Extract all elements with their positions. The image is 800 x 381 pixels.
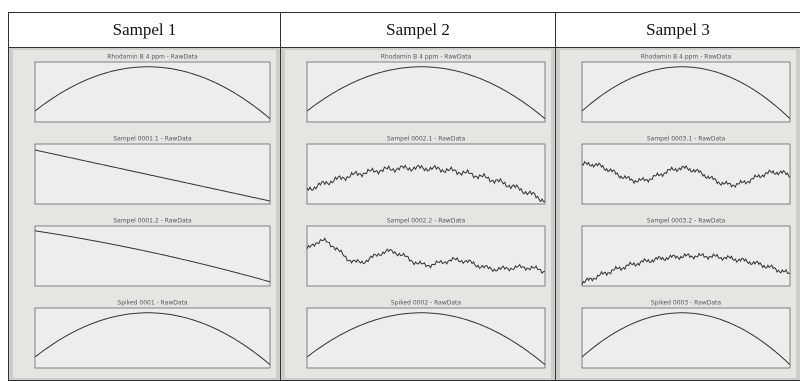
plot-title: Spiked 0002 - RawData bbox=[391, 300, 461, 307]
plot-title: Sampel 0002.1 - RawData bbox=[387, 136, 466, 143]
plot-title: Rhodamin B 4 ppm - RawData bbox=[381, 54, 472, 61]
plot-frame bbox=[35, 308, 270, 368]
header-cell: Sampel 2 bbox=[281, 13, 556, 48]
plot-title: Sampel 0003.2 - RawData bbox=[647, 218, 726, 225]
header-cell: Sampel 1 bbox=[9, 13, 281, 48]
printout-photo: Rhodamin B 4 ppm - RawData Sampel 0002.1 … bbox=[281, 48, 555, 380]
image-row: Rhodamin B 4 ppm - RawData Sampel 0001.1 … bbox=[9, 48, 800, 381]
plot-frame bbox=[35, 144, 270, 204]
plot-title: Rhodamin B 4 ppm - RawData bbox=[641, 54, 732, 61]
plot-frame bbox=[307, 226, 545, 286]
plot-frame bbox=[582, 308, 790, 368]
plot-title: Rhodamin B 4 ppm - RawData bbox=[107, 54, 198, 61]
header-row: Sampel 1 Sampel 2 Sampel 3 bbox=[9, 13, 800, 48]
image-cell: Rhodamin B 4 ppm - RawData Sampel 0002.1 … bbox=[281, 48, 556, 381]
plot-title: Sampel 0003.1 - RawData bbox=[647, 136, 726, 143]
plot-frame bbox=[307, 144, 545, 204]
plot-title: Sampel 0001.1 - RawData bbox=[113, 136, 192, 143]
plot-frame bbox=[35, 226, 270, 286]
printout-photo: Rhodamin B 4 ppm - RawData Sampel 0003.1 … bbox=[556, 48, 800, 380]
image-cell: Rhodamin B 4 ppm - RawData Sampel 0001.1 … bbox=[9, 48, 281, 381]
sample-table: Sampel 1 Sampel 2 Sampel 3 Rhodamin B 4 … bbox=[8, 12, 800, 381]
plot-frame bbox=[582, 62, 790, 122]
header-cell: Sampel 3 bbox=[556, 13, 800, 48]
plot-frame bbox=[307, 62, 545, 122]
plot-title: Spiked 0001 - RawData bbox=[117, 300, 187, 307]
page: Sampel 1 Sampel 2 Sampel 3 Rhodamin B 4 … bbox=[0, 0, 800, 380]
plot-title: Spiked 0003 - RawData bbox=[651, 300, 721, 307]
image-cell: Rhodamin B 4 ppm - RawData Sampel 0003.1 … bbox=[556, 48, 800, 381]
plot-title: Sampel 0002.2 - RawData bbox=[387, 218, 466, 225]
plot-frame bbox=[35, 62, 270, 122]
plot-title: Sampel 0001.2 - RawData bbox=[113, 218, 192, 225]
plot-frame bbox=[307, 308, 545, 368]
printout-photo: Rhodamin B 4 ppm - RawData Sampel 0001.1 … bbox=[9, 48, 280, 380]
